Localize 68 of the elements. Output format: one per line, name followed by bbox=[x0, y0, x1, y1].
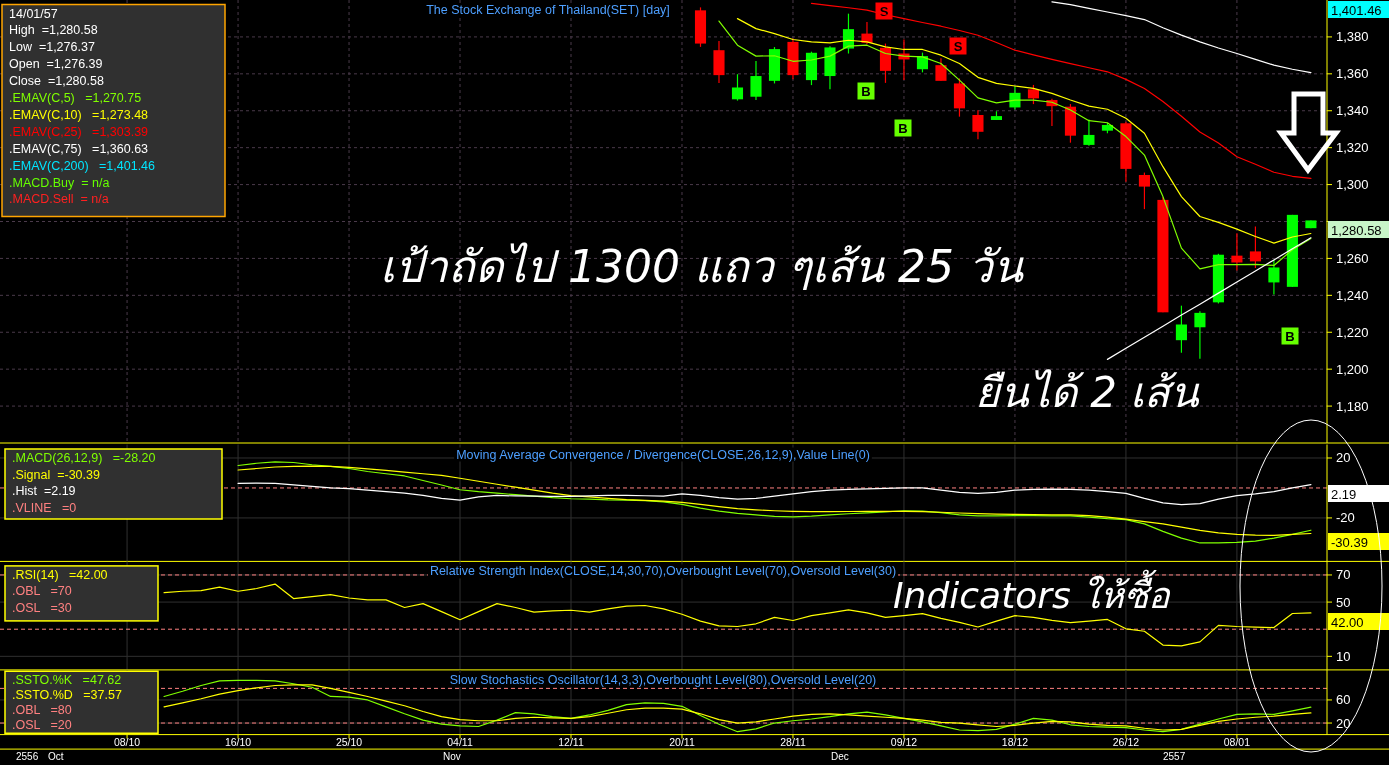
y-tick-label: 1,240 bbox=[1336, 287, 1369, 303]
text: Oct bbox=[48, 751, 64, 762]
annotation: .MACD.Sell = n/a bbox=[9, 192, 109, 207]
x-tick-label: 25/10 bbox=[335, 736, 363, 749]
value-tag: 42.00 bbox=[1328, 613, 1389, 630]
legend: .RSI(14) =42.00 .OBL =70 .OSL =30 bbox=[4, 565, 159, 622]
annotation: .MACD.Buy = n/a bbox=[9, 175, 110, 190]
text: .EMAV(C,10) =1,273.48 bbox=[9, 107, 149, 122]
y-tick-label: 1,320 bbox=[1336, 140, 1369, 156]
y-tick-label: 1,380 bbox=[1336, 29, 1369, 45]
y-tick-label: 1,180 bbox=[1336, 398, 1369, 414]
ref-line-label: .VLINE =0 bbox=[12, 500, 77, 515]
annotation: S bbox=[879, 4, 889, 19]
annotation: เป้าถัดไป 1300 แถว ๆเส้น 25 วัน bbox=[380, 241, 1025, 292]
text: .EMAV(C,5) =1,270.75 bbox=[9, 91, 142, 105]
x-tick-label: 28/11 bbox=[780, 736, 806, 749]
annotation: S bbox=[953, 39, 963, 54]
y-tick-label: 1,360 bbox=[1336, 66, 1369, 82]
text: .EMAV(C,25) =1,303.39 bbox=[9, 124, 149, 139]
legend-label: .EMAV(C,200) =1,401.46 bbox=[9, 158, 156, 173]
y-tick-label: 1,260 bbox=[1336, 250, 1369, 266]
annotation: ยืนได้ 2 เส้น bbox=[975, 368, 1201, 417]
y-tick-label: 1,200 bbox=[1336, 361, 1369, 377]
annotation: Open =1,276.39 bbox=[9, 57, 103, 72]
x-tick-label: 18/12 bbox=[1001, 736, 1029, 749]
x-tick-label: 16/10 bbox=[224, 736, 252, 749]
ref-line-label: .OBL =70 bbox=[12, 584, 72, 599]
x-tick-label: 12/11 bbox=[558, 736, 584, 749]
y-tick-label: 20 bbox=[1336, 450, 1351, 466]
ref-line-label: .OSL =20 bbox=[12, 718, 72, 733]
value-tag: -30.39 bbox=[1328, 533, 1389, 550]
x-tick-label: 08/10 bbox=[113, 736, 141, 749]
x-tick-label: 04/11 bbox=[447, 736, 473, 749]
x-tick-label: 20/11 bbox=[669, 736, 695, 749]
annotation: Close =1,280.58 bbox=[9, 74, 104, 89]
x-tick-label: 09/12 bbox=[890, 736, 918, 749]
y-tick-label: 10 bbox=[1336, 648, 1351, 664]
y-tick-label: 1,300 bbox=[1336, 177, 1369, 193]
annotation: B bbox=[861, 84, 871, 99]
y-tick-label: 1,340 bbox=[1336, 103, 1369, 119]
text: Nov bbox=[443, 751, 461, 762]
value-tag: 1,280.58 bbox=[1328, 221, 1389, 238]
y-tick-label: 20 bbox=[1336, 715, 1351, 731]
chart-title: Moving Average Convergence / Divergence(CLOSE,26,12,9),Value Line(0) bbox=[456, 447, 870, 462]
chart-title: The Stock Exchange of Thailand(SET) [day] bbox=[426, 3, 670, 17]
annotation: High =1,280.58 bbox=[9, 23, 98, 38]
ref-line-label: .OBL =80 bbox=[12, 703, 72, 718]
chart-title: Slow Stochastics Oscillator(14,3,3),Overbought Level(80),Oversold Level(20) bbox=[449, 672, 877, 687]
annotation: B bbox=[1285, 329, 1295, 344]
legend: .MACD(26,12,9) =-28.20 .Signal =-30.39 .Hist =2.19 .VLINE =0 bbox=[4, 448, 223, 520]
annotation: B bbox=[898, 121, 908, 136]
y-tick-label: 70 bbox=[1336, 567, 1351, 583]
annotation: 14/01/57 bbox=[9, 6, 58, 21]
y-tick-label: 60 bbox=[1336, 692, 1351, 708]
y-tick-label: 50 bbox=[1336, 594, 1351, 610]
annotation: Low =1,276.37 bbox=[9, 40, 95, 55]
legend: .SSTO.%K =47.62 .SSTO.%D =37.57 .OBL =80 .OSL =20 bbox=[4, 670, 159, 734]
text: Dec bbox=[831, 751, 849, 762]
ref-line-label: .OSL =30 bbox=[12, 600, 72, 615]
text: 2557 bbox=[1163, 751, 1186, 762]
text: .EMAV(C,75) =1,360.63 bbox=[9, 141, 149, 156]
value-tag: 1,401.46 bbox=[1328, 1, 1389, 18]
value-tag: 2.19 bbox=[1328, 485, 1389, 502]
x-tick-label: 26/12 bbox=[1112, 736, 1140, 749]
text: 2556 bbox=[16, 751, 39, 762]
y-tick-label: 1,220 bbox=[1336, 324, 1369, 340]
y-tick-label: -20 bbox=[1336, 510, 1355, 526]
x-tick-label: 08/01 bbox=[1223, 736, 1251, 749]
